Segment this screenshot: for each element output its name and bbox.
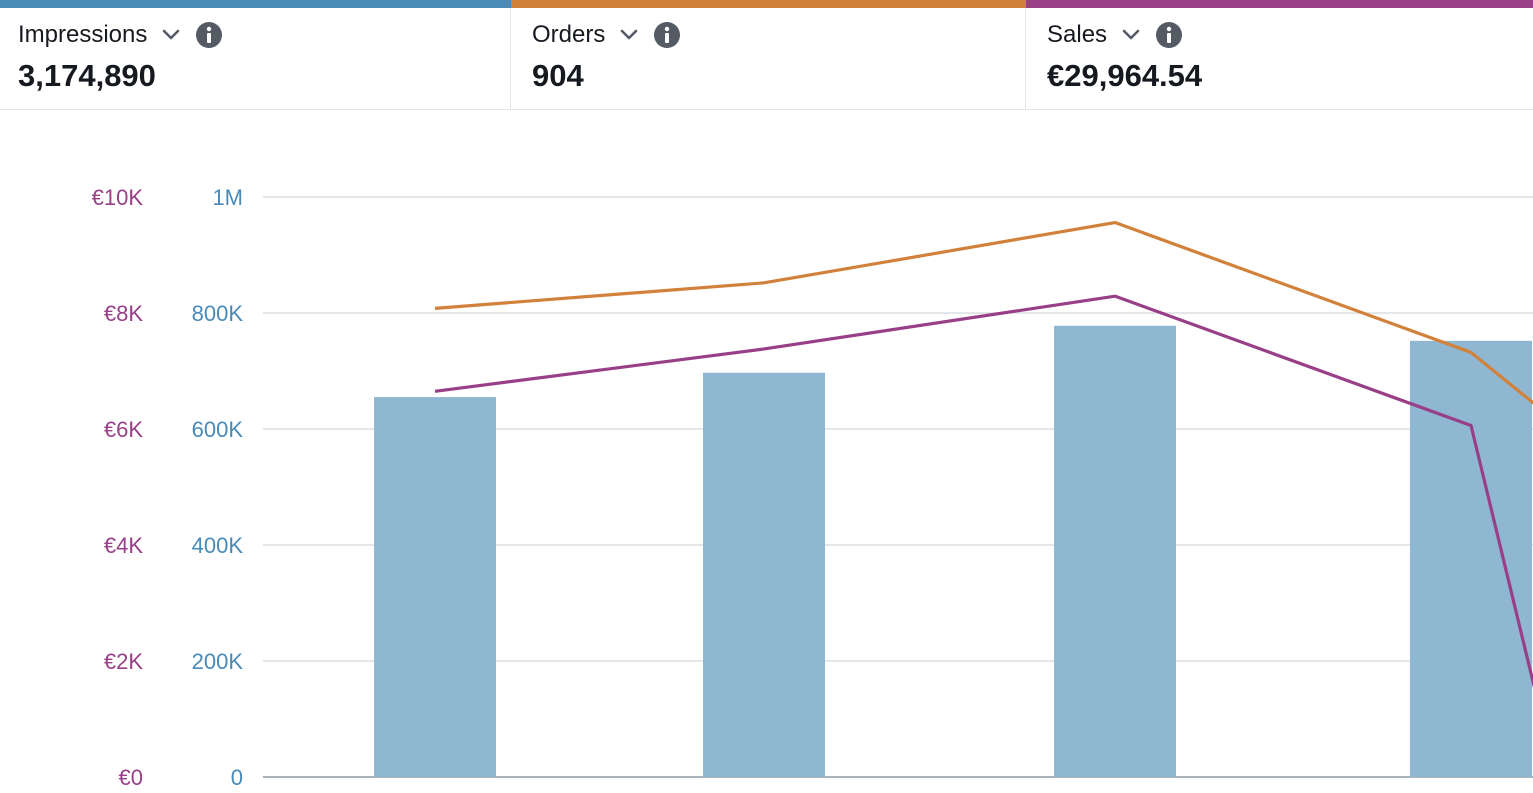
chevron-down-icon[interactable] — [161, 25, 181, 45]
impressions-bar — [703, 372, 825, 777]
info-icon[interactable] — [1155, 21, 1183, 49]
metric-value: 904 — [532, 58, 584, 93]
metric-label: Orders — [532, 21, 606, 48]
sales-axis-tick-label: €4K — [104, 533, 143, 558]
impressions-bar — [1054, 325, 1176, 777]
metric-value: 3,174,890 — [18, 58, 156, 93]
metric-color-bar — [1026, 0, 1533, 8]
sales-axis-tick-label: €10K — [92, 185, 144, 210]
metric-divider — [510, 8, 511, 109]
impressions-bar — [374, 397, 496, 777]
metric-tile-orders[interactable]: Orders 904 — [511, 0, 1026, 109]
metric-divider — [1025, 8, 1026, 109]
impressions-axis-tick-label: 600K — [192, 417, 244, 442]
orders-line — [434, 220, 1533, 405]
impressions-axis-tick-label: 800K — [192, 301, 244, 326]
metric-tile-impressions[interactable]: Impressions 3,174,890 — [0, 0, 511, 109]
impressions-axis-tick-label: 200K — [192, 649, 244, 674]
sales-line — [434, 294, 1533, 689]
metric-tile-sales[interactable]: Sales €29,964.54 — [1026, 0, 1533, 109]
impressions-bar — [1410, 340, 1532, 777]
info-icon[interactable] — [653, 21, 681, 49]
chevron-down-icon[interactable] — [619, 25, 639, 45]
sales-axis-tick-label: €8K — [104, 301, 143, 326]
chevron-down-icon[interactable] — [1121, 25, 1141, 45]
sales-axis-tick-label: €0 — [119, 765, 143, 790]
impressions-axis-tick-label: 0 — [231, 765, 243, 790]
sales-axis-tick-label: €6K — [104, 417, 143, 442]
impressions-axis-tick-label: 1M — [212, 185, 243, 210]
metric-color-bar — [0, 0, 511, 8]
metric-color-bar — [511, 0, 1026, 8]
info-icon[interactable] — [195, 21, 223, 49]
metric-value: €29,964.54 — [1047, 58, 1203, 93]
sales-axis-tick-label: €2K — [104, 649, 143, 674]
impressions-axis-tick-label: 400K — [192, 533, 244, 558]
metric-tiles: Impressions 3,174,890 Orders 904 Sales — [0, 0, 1533, 110]
metric-label: Impressions — [18, 21, 148, 48]
metric-label: Sales — [1047, 21, 1108, 48]
